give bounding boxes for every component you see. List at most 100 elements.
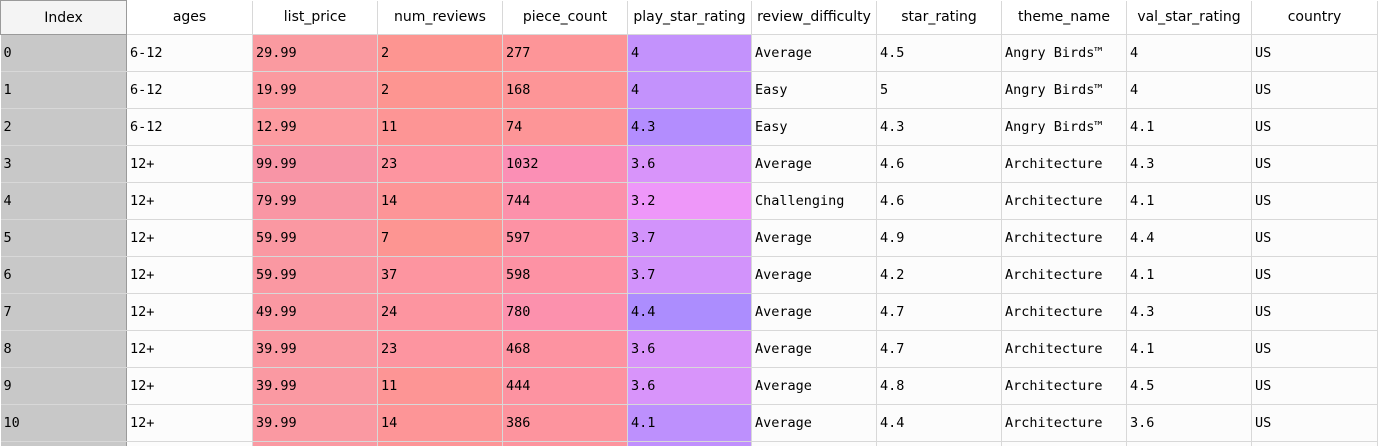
- cell-val-star-rating[interactable]: 4.1: [1126, 330, 1252, 368]
- cell-list-price[interactable]: 39.99: [252, 404, 378, 442]
- cell-review-difficulty[interactable]: Average: [751, 404, 877, 442]
- cell-ages[interactable]: 12+: [126, 145, 253, 183]
- cell-list-price[interactable]: 39.99: [252, 367, 378, 405]
- cell-play-star-rating[interactable]: 3.6: [627, 367, 752, 405]
- cell-play-star-rating[interactable]: 3.2: [627, 182, 752, 220]
- row-index-cell[interactable]: 2: [0, 108, 127, 146]
- cell-play-star-rating[interactable]: 3.7: [627, 219, 752, 257]
- cell-review-difficulty[interactable]: Average: [751, 256, 877, 294]
- cell-num-reviews[interactable]: 23: [377, 145, 503, 183]
- cell-val-star-rating[interactable]: 3.6: [1126, 404, 1252, 442]
- cell-ages[interactable]: 12+: [126, 367, 253, 405]
- cell-review-difficulty[interactable]: Challenging: [751, 182, 877, 220]
- table-row[interactable]: 6 12+ 59.99 37 598 3.7 Average 4.2 Architecture 4…: [0, 256, 1378, 294]
- cell-num-reviews[interactable]: 11: [377, 108, 503, 146]
- cell-ages[interactable]: 12+: [126, 293, 253, 331]
- cell-star-rating[interactable]: 4.8: [876, 367, 1002, 405]
- cell-ages[interactable]: 12+: [126, 256, 253, 294]
- cell-ages[interactable]: 12+: [126, 330, 253, 368]
- cell-country[interactable]: US: [1251, 293, 1378, 331]
- cell-country[interactable]: US: [1251, 145, 1378, 183]
- cell-val-star-rating[interactable]: 4.3: [1126, 293, 1252, 331]
- cell-piece-count[interactable]: [502, 441, 628, 446]
- cell-review-difficulty[interactable]: Average: [751, 219, 877, 257]
- cell-ages[interactable]: 12+: [126, 404, 253, 442]
- table-row[interactable]: 5 12+ 59.99 7 597 3.7 Average 4.9 Architecture 4.…: [0, 219, 1378, 257]
- cell-piece-count[interactable]: 468: [502, 330, 628, 368]
- row-index-cell[interactable]: 1: [0, 71, 127, 109]
- cell-val-star-rating[interactable]: 4.4: [1126, 219, 1252, 257]
- column-header-review-difficulty[interactable]: review_difficulty: [751, 0, 877, 35]
- cell-star-rating[interactable]: 4.5: [876, 34, 1002, 72]
- cell-country[interactable]: US: [1251, 219, 1378, 257]
- cell-list-price[interactable]: 49.99: [252, 293, 378, 331]
- table-row[interactable]: 3 12+ 99.99 23 1032 3.6 Average 4.6 Architecture…: [0, 145, 1378, 183]
- cell-list-price[interactable]: 59.99: [252, 219, 378, 257]
- cell-review-difficulty[interactable]: [751, 441, 877, 446]
- cell-star-rating[interactable]: 4.2: [876, 256, 1002, 294]
- cell-star-rating[interactable]: 4.4: [876, 404, 1002, 442]
- cell-ages[interactable]: 12+: [126, 182, 253, 220]
- cell-country[interactable]: US: [1251, 182, 1378, 220]
- column-header-theme-name[interactable]: theme_name: [1001, 0, 1127, 35]
- cell-star-rating[interactable]: 4.9: [876, 219, 1002, 257]
- cell-ages[interactable]: 6-12: [126, 108, 253, 146]
- cell-play-star-rating[interactable]: [627, 441, 752, 446]
- cell-list-price[interactable]: 59.99: [252, 256, 378, 294]
- cell-review-difficulty[interactable]: Average: [751, 145, 877, 183]
- cell-country[interactable]: US: [1251, 330, 1378, 368]
- cell-review-difficulty[interactable]: Average: [751, 293, 877, 331]
- row-index-cell[interactable]: 4: [0, 182, 127, 220]
- cell-country[interactable]: US: [1251, 404, 1378, 442]
- cell-star-rating[interactable]: 4.6: [876, 145, 1002, 183]
- cell-review-difficulty[interactable]: Average: [751, 330, 877, 368]
- cell-play-star-rating[interactable]: 4: [627, 34, 752, 72]
- cell-val-star-rating[interactable]: 4: [1126, 71, 1252, 109]
- cell-review-difficulty[interactable]: Average: [751, 367, 877, 405]
- cell-piece-count[interactable]: 780: [502, 293, 628, 331]
- cell-theme-name[interactable]: Angry Birds™: [1001, 108, 1127, 146]
- cell-piece-count[interactable]: 168: [502, 71, 628, 109]
- cell-num-reviews[interactable]: 24: [377, 293, 503, 331]
- cell-val-star-rating[interactable]: 4: [1126, 34, 1252, 72]
- table-row-partial[interactable]: [0, 441, 1378, 446]
- cell-list-price[interactable]: 19.99: [252, 71, 378, 109]
- cell-piece-count[interactable]: 597: [502, 219, 628, 257]
- row-index-cell[interactable]: 8: [0, 330, 127, 368]
- cell-theme-name[interactable]: Architecture: [1001, 293, 1127, 331]
- cell-list-price[interactable]: 29.99: [252, 34, 378, 72]
- cell-review-difficulty[interactable]: Average: [751, 34, 877, 72]
- cell-play-star-rating[interactable]: 4.4: [627, 293, 752, 331]
- column-header-star-rating[interactable]: star_rating: [876, 0, 1002, 35]
- cell-review-difficulty[interactable]: Easy: [751, 108, 877, 146]
- cell-num-reviews[interactable]: 7: [377, 219, 503, 257]
- cell-star-rating[interactable]: 4.3: [876, 108, 1002, 146]
- row-index-cell[interactable]: 9: [0, 367, 127, 405]
- column-header-ages[interactable]: ages: [126, 0, 253, 35]
- cell-piece-count[interactable]: 1032: [502, 145, 628, 183]
- cell-country[interactable]: US: [1251, 256, 1378, 294]
- table-row[interactable]: 10 12+ 39.99 14 386 4.1 Average 4.4 Architecture…: [0, 404, 1378, 442]
- column-header-num-reviews[interactable]: num_reviews: [377, 0, 503, 35]
- cell-country[interactable]: US: [1251, 71, 1378, 109]
- column-header-country[interactable]: country: [1251, 0, 1378, 35]
- cell-theme-name[interactable]: Angry Birds™: [1001, 34, 1127, 72]
- column-header-play-star-rating[interactable]: play_star_rating: [627, 0, 752, 35]
- row-index-cell[interactable]: 7: [0, 293, 127, 331]
- row-index-cell[interactable]: 0: [0, 34, 127, 72]
- cell-list-price[interactable]: 12.99: [252, 108, 378, 146]
- cell-piece-count[interactable]: 386: [502, 404, 628, 442]
- cell-theme-name[interactable]: Architecture: [1001, 404, 1127, 442]
- cell-ages[interactable]: 12+: [126, 219, 253, 257]
- cell-num-reviews[interactable]: 11: [377, 367, 503, 405]
- cell-country[interactable]: [1251, 441, 1378, 446]
- table-row[interactable]: 8 12+ 39.99 23 468 3.6 Average 4.7 Architecture 4…: [0, 330, 1378, 368]
- row-index-cell[interactable]: 6: [0, 256, 127, 294]
- cell-theme-name[interactable]: Angry Birds™: [1001, 71, 1127, 109]
- cell-ages[interactable]: [126, 441, 253, 446]
- cell-num-reviews[interactable]: 14: [377, 404, 503, 442]
- row-index-cell[interactable]: 10: [0, 404, 127, 442]
- cell-country[interactable]: US: [1251, 108, 1378, 146]
- cell-country[interactable]: US: [1251, 34, 1378, 72]
- table-row[interactable]: 1 6-12 19.99 2 168 4 Easy 5 Angry Birds™ 4 US: [0, 71, 1378, 109]
